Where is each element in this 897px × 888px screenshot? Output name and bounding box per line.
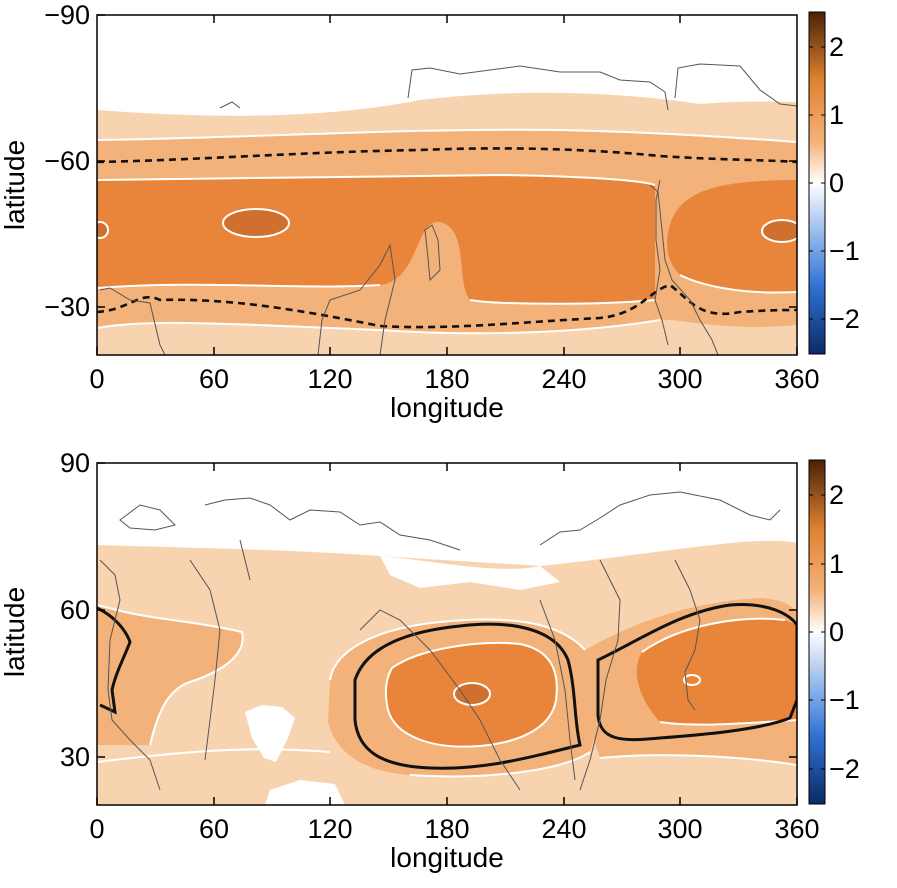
panel-2-level-1-a (97, 605, 243, 745)
panel-1-level-1p5-b (667, 180, 797, 293)
panel-1-level-2-a (222, 208, 290, 238)
panel-2-ytick-0: 90 (60, 448, 90, 478)
panel-2-cbtick-4: −2 (829, 754, 860, 784)
panel-2-white-patch-a (380, 556, 560, 590)
panel-1-xtick-6: 360 (774, 364, 819, 394)
panel-2-colorbar-ticks (809, 494, 825, 770)
panel-1-xtick-4: 240 (541, 364, 586, 394)
panel-1-xtick-5: 300 (657, 364, 702, 394)
panel-1-xtick-1: 60 (199, 364, 229, 394)
panel-2-xtick-0: 0 (89, 814, 104, 844)
panel-1-contours (97, 128, 797, 335)
panel-2-white-patch-c (265, 780, 345, 805)
panel-1-cbtick-2: 0 (829, 168, 844, 198)
panel-1-ylabel: latitude (0, 140, 30, 230)
panel-2-cbtick-0: 2 (829, 480, 844, 510)
panel-2-solid-contours (97, 603, 797, 770)
panel-2-coastlines (99, 491, 781, 791)
panel-2-cbtick-2: 0 (829, 617, 844, 647)
panel-1-level-2-b (761, 219, 797, 243)
panel-1-xtick-0: 0 (89, 364, 104, 394)
panel-2-xtick-2: 120 (307, 814, 352, 844)
panel-1-ytick-1: −60 (44, 146, 90, 176)
panel-2-white-patch-b (245, 705, 295, 762)
panel-1-xtick-2: 120 (307, 364, 352, 394)
panel-2-xtick-4: 240 (541, 814, 586, 844)
panel-1-cbtick-0: 2 (829, 32, 844, 62)
panel-1-xtick-3: 180 (424, 364, 469, 394)
panel-2-xlabel: longitude (390, 842, 504, 873)
panel-2-xtick-6: 360 (774, 814, 819, 844)
panel-1-map: 0 60 120 180 240 300 360 −90 −60 −30 lon… (0, 0, 860, 423)
panel-2-tick-marks (96, 462, 798, 805)
panel-2-xtick-5: 300 (657, 814, 702, 844)
panel-2-ytick-1: 60 (60, 595, 90, 625)
panel-1-dashed-contours (97, 147, 797, 329)
panel-1-tick-marks (96, 14, 798, 355)
panel-1-level-2-c (97, 221, 109, 239)
panel-2-ytick-2: 30 (60, 742, 90, 772)
panel-1-ytick-0: −90 (44, 0, 90, 30)
panel-2-map: 0 60 120 180 240 300 360 90 60 30 longit… (0, 448, 860, 873)
panel-1-coastlines (99, 63, 797, 355)
panel-2-cbtick-1: 1 (829, 549, 844, 579)
panel-2-level-1p5-b (636, 618, 797, 725)
panel-1-colorbar-ticks (809, 46, 825, 320)
panel-2-xtick-3: 180 (424, 814, 469, 844)
panel-2-ylabel: latitude (0, 587, 30, 677)
panel-1-cbtick-4: −2 (829, 304, 860, 334)
panel-1-level-1p5-a (97, 175, 655, 304)
panel-2-xtick-1: 60 (199, 814, 229, 844)
panel-2-cbtick-3: −1 (829, 685, 860, 715)
panel-1-cbtick-1: 1 (829, 100, 844, 130)
panel-2-level-2 (453, 682, 491, 706)
panel-1-xlabel: longitude (390, 392, 504, 423)
panel-1-cbtick-3: −1 (829, 236, 860, 266)
panel-1-ytick-2: −30 (44, 292, 90, 322)
